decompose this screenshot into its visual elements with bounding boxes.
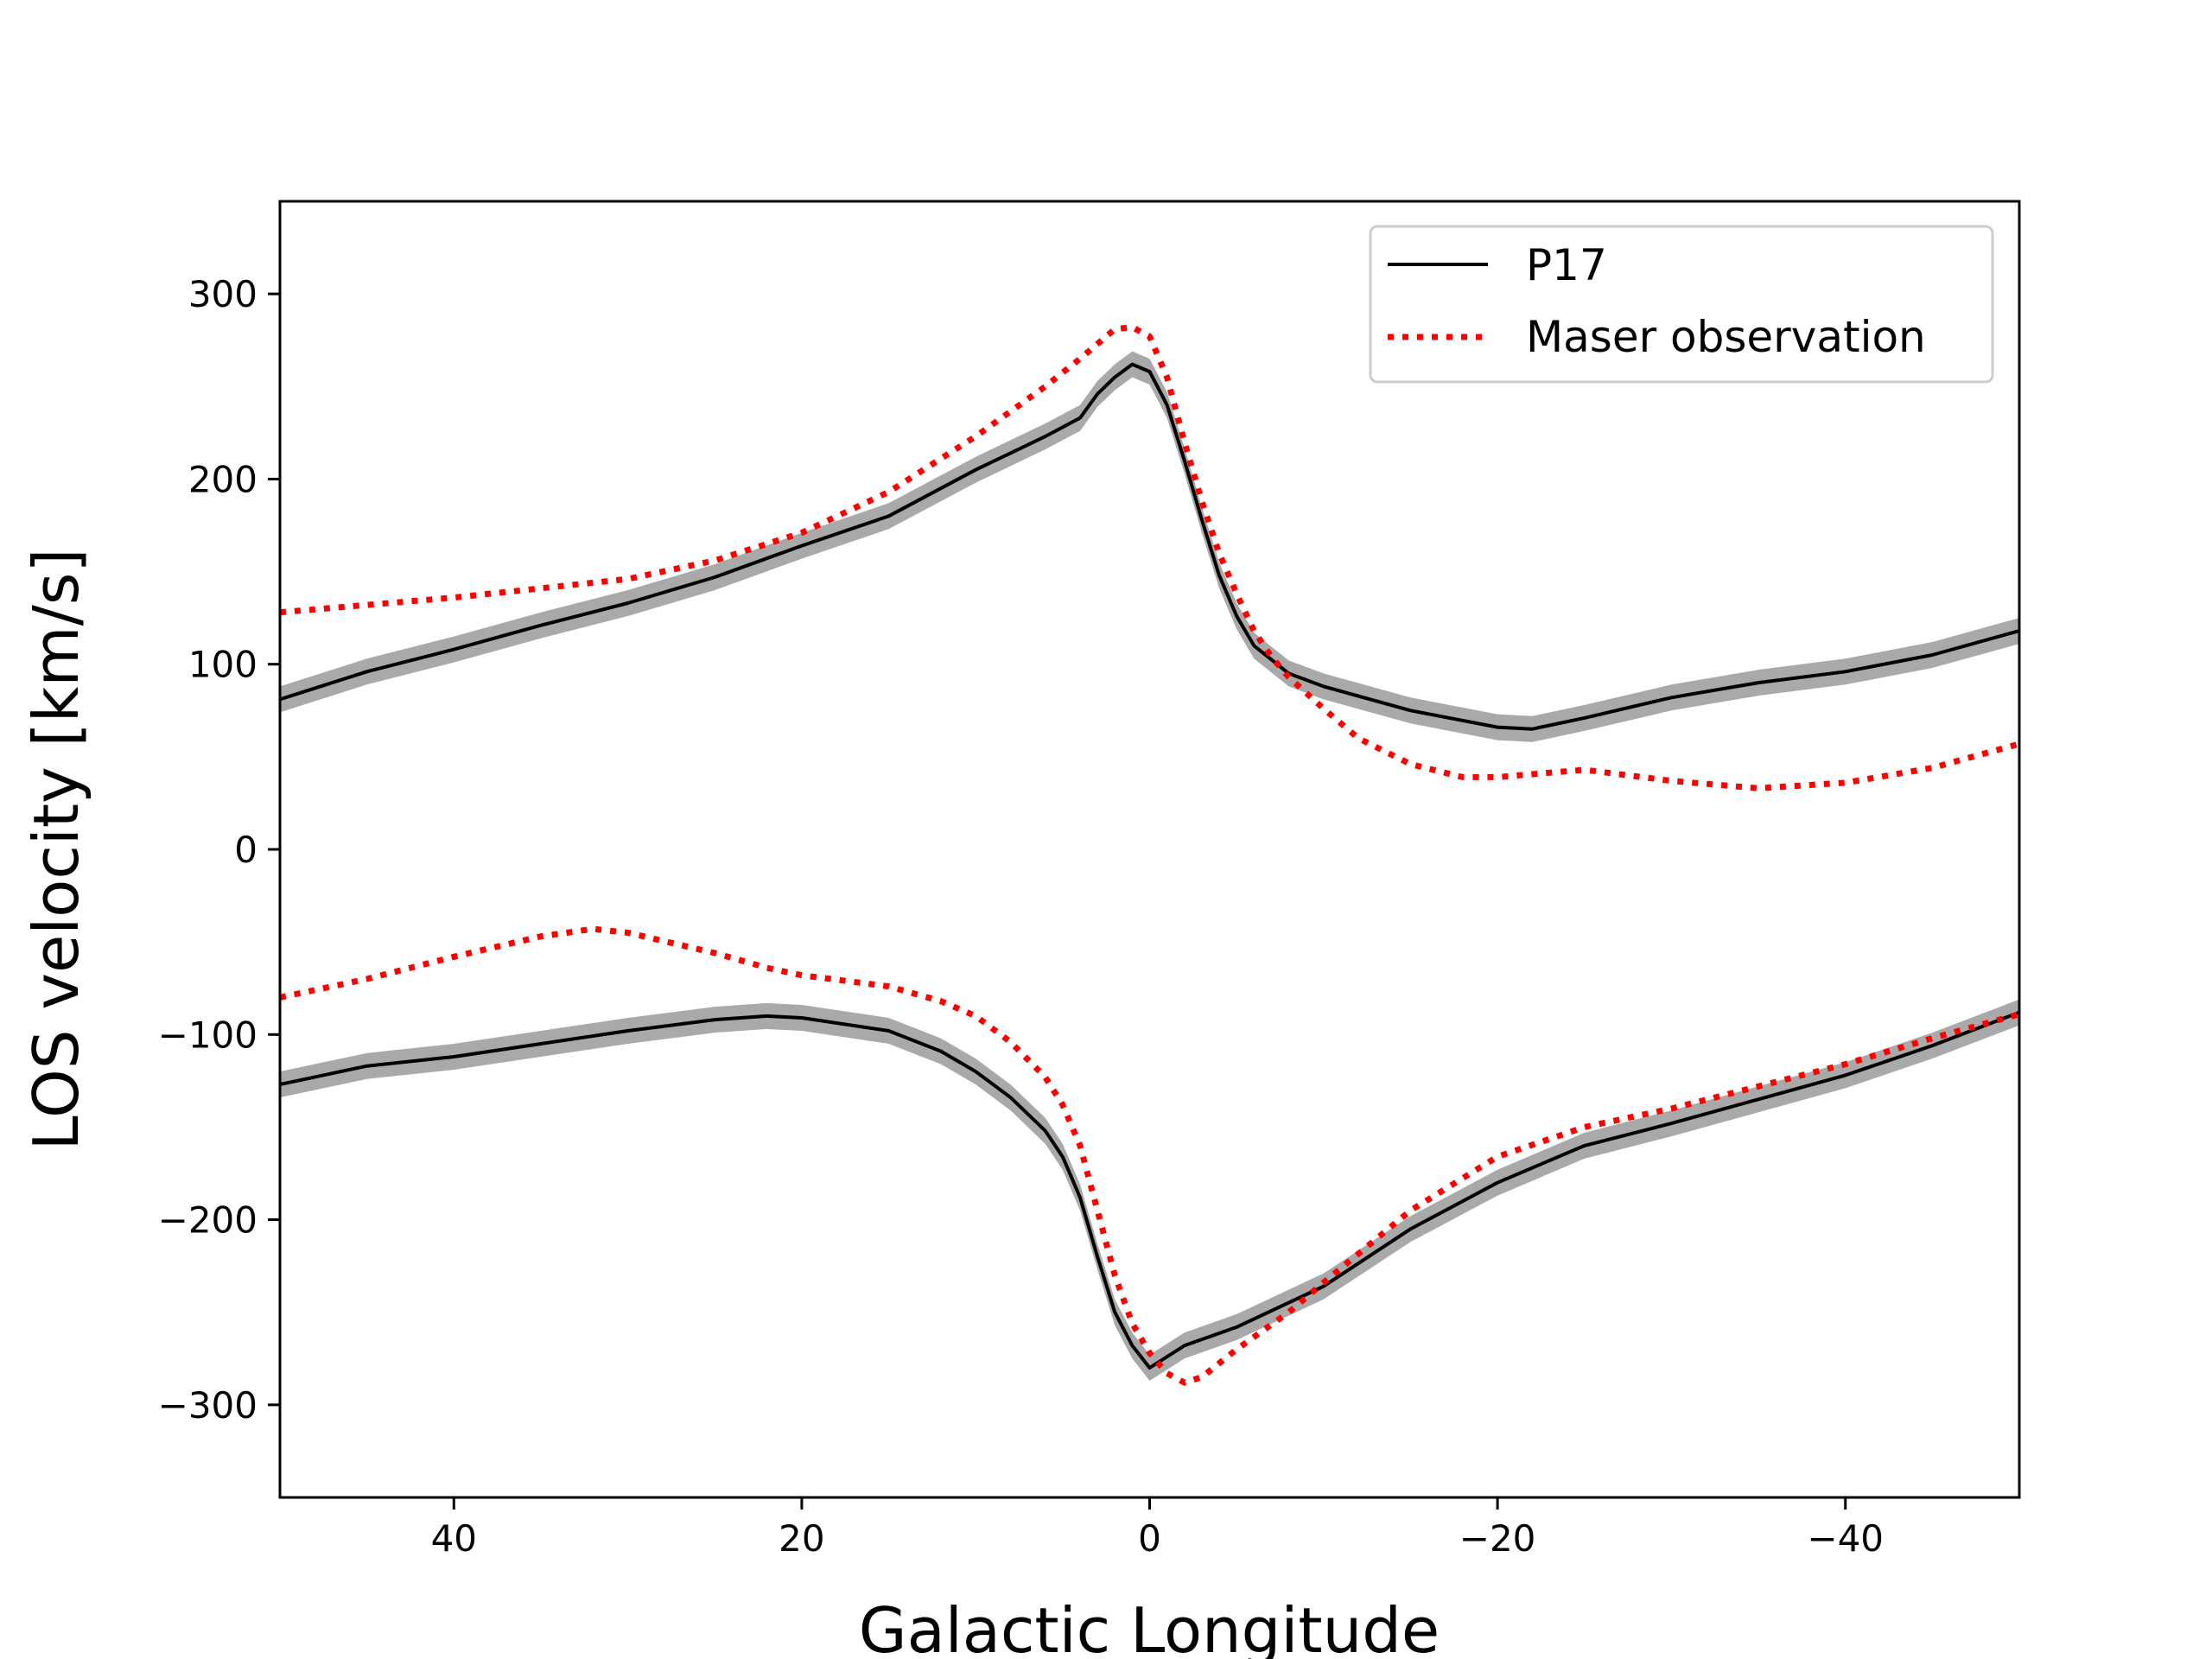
maser-line-lower <box>280 925 2019 1386</box>
x-tick-label: −40 <box>1807 1517 1884 1560</box>
y-tick-label: −200 <box>158 1199 257 1242</box>
y-tick-label: 300 <box>188 273 257 315</box>
legend-frame <box>1369 225 1994 384</box>
x-axis-title: Galactic Longitude <box>859 1594 1440 1659</box>
x-tick-label: 20 <box>779 1517 824 1560</box>
y-tick-label: 100 <box>188 644 257 686</box>
x-tick-label: 0 <box>1138 1517 1161 1560</box>
y-tick-label: −100 <box>158 1014 257 1056</box>
legend-label-maser: Maser observation <box>1526 312 1926 362</box>
legend-label-p17: P17 <box>1526 240 1607 290</box>
legend: P17 Maser observation <box>1369 225 1994 384</box>
y-tick-label: 200 <box>188 458 257 500</box>
x-tick-label: −20 <box>1459 1517 1536 1560</box>
y-axis-title: LOS velocity [km/s] <box>20 549 92 1151</box>
y-tick-label: 0 <box>234 829 257 871</box>
p17-line-upper <box>280 362 2019 731</box>
x-tick-label: 40 <box>431 1517 477 1560</box>
p17-line-lower <box>280 1010 2019 1370</box>
y-tick-label: −300 <box>158 1384 257 1427</box>
